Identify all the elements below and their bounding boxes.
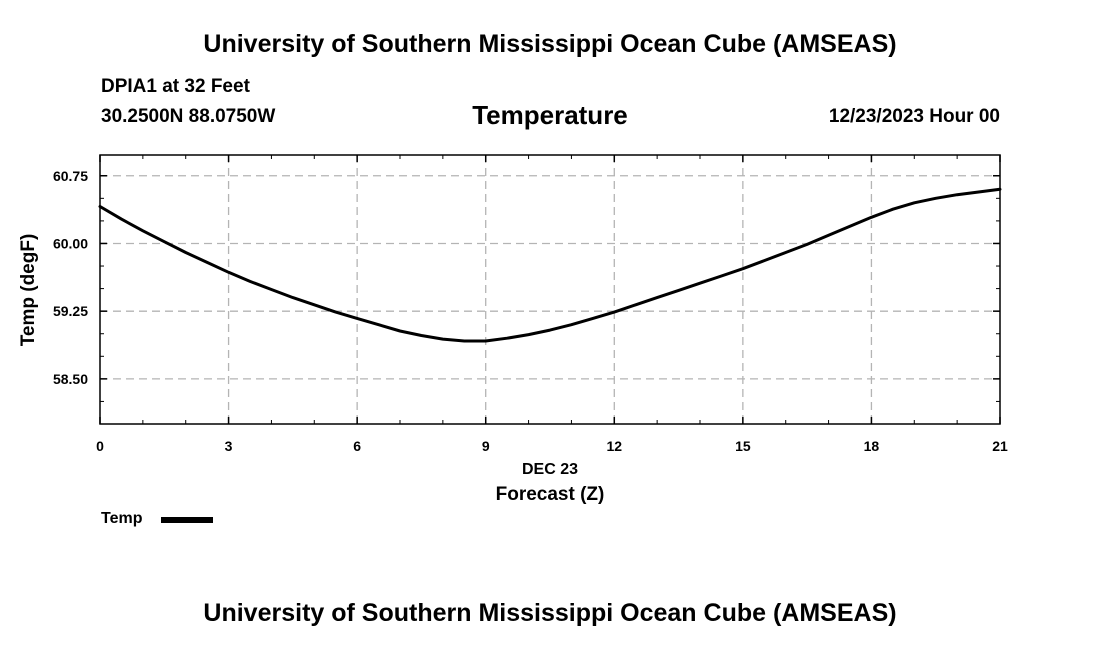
x-tick-label: 3: [225, 438, 233, 454]
axis-ticks: [99, 155, 1001, 425]
y-tick-label: 59.25: [53, 303, 88, 319]
x-axis-date-label: DEC 23: [522, 461, 578, 478]
x-tick-label: 9: [482, 438, 490, 454]
y-axis-label: Temp (degF): [18, 234, 39, 347]
temp-series-line: [98, 187, 1002, 343]
x-tick-label: 6: [353, 438, 361, 454]
x-tick-label: 18: [864, 438, 880, 454]
legend-label: Temp: [101, 510, 143, 527]
tick-labels: 0 3 6 9 12 15 18 21 58.50 59.25 60.00 60.75: [53, 168, 1008, 454]
legend-swatch: [161, 517, 213, 523]
y-tick-label: 60.00: [53, 235, 88, 251]
forecast-datetime: 12/23/2023 Hour 00: [828, 106, 1000, 127]
x-axis-label: Forecast (Z): [496, 484, 605, 505]
coordinates-label: 30.2500N 88.0750W: [101, 106, 276, 127]
y-tick-label: 60.75: [53, 168, 88, 184]
plot-frame: [99, 154, 1001, 425]
x-tick-label: 0: [96, 438, 104, 454]
x-tick-label: 15: [735, 438, 751, 454]
x-tick-label: 21: [992, 438, 1008, 454]
grid: [100, 155, 1000, 424]
x-tick-label: 12: [606, 438, 622, 454]
page-title: University of Southern Mississippi Ocean…: [203, 30, 897, 58]
variable-title: Temperature: [472, 100, 628, 130]
station-label: DPIA1 at 32 Feet: [101, 76, 250, 97]
y-tick-label: 58.50: [53, 371, 88, 387]
footer-title: University of Southern Mississippi Ocean…: [203, 599, 897, 627]
